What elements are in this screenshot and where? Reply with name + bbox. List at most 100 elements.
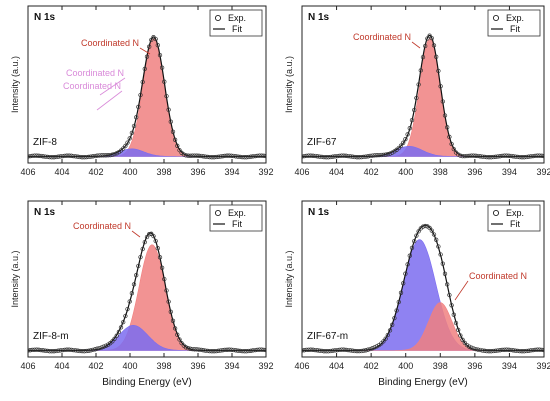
exp-point <box>308 347 313 352</box>
exp-point <box>352 154 357 160</box>
exp-point <box>438 84 443 89</box>
exp-point <box>526 154 531 159</box>
exp-point <box>500 347 505 353</box>
exp-point <box>363 348 368 353</box>
annotation-label: Coordinated N <box>63 81 121 91</box>
exp-point <box>372 345 377 350</box>
exp-point <box>539 153 544 158</box>
exp-point <box>469 345 474 350</box>
exp-point <box>62 153 67 159</box>
x-tick-label: 406 <box>20 167 35 177</box>
exp-point <box>447 134 452 140</box>
exp-point <box>51 155 57 160</box>
exp-point <box>51 349 57 354</box>
exp-point <box>302 348 305 353</box>
exp-point <box>445 282 450 287</box>
exp-point <box>86 154 91 160</box>
exp-point <box>162 276 167 282</box>
exp-point <box>250 348 256 353</box>
exp-point <box>370 346 375 351</box>
exp-point <box>159 265 165 270</box>
exp-point <box>88 154 93 159</box>
legend-entry-exp: Exp. <box>228 208 246 218</box>
exp-point <box>396 299 401 305</box>
exp-point <box>53 348 59 354</box>
exp-point <box>517 348 522 354</box>
exp-point <box>175 332 180 337</box>
exp-point <box>248 154 254 159</box>
exp-point <box>302 154 305 159</box>
exp-point <box>40 154 46 159</box>
exp-point <box>79 155 85 160</box>
exp-point <box>211 349 217 354</box>
exp-point <box>30 153 35 159</box>
exp-point <box>427 225 432 231</box>
exp-point <box>82 155 87 160</box>
exp-point <box>110 152 115 157</box>
exp-point <box>129 291 135 296</box>
exp-point <box>194 347 199 352</box>
exp-point <box>205 154 210 160</box>
x-tick-label: 398 <box>433 361 448 371</box>
exp-point <box>535 153 540 158</box>
exp-point <box>36 347 41 352</box>
exp-point <box>138 254 143 260</box>
exp-point <box>385 152 390 157</box>
exp-point <box>403 271 408 276</box>
exp-point <box>32 347 37 352</box>
exp-point <box>129 130 135 136</box>
exp-point <box>28 154 31 159</box>
exp-point <box>95 346 100 351</box>
exp-point <box>440 99 445 104</box>
exp-point <box>114 151 119 156</box>
annotation-label: Coordinated N <box>469 271 527 281</box>
exp-point <box>257 347 262 352</box>
exp-point <box>381 152 386 158</box>
y-axis-label: Intensity (a.u.) <box>284 56 294 113</box>
exp-point <box>302 348 307 353</box>
exp-point <box>205 348 210 354</box>
exp-point <box>127 299 132 304</box>
exp-point <box>155 246 160 251</box>
exp-point <box>541 153 544 159</box>
exp-point <box>522 155 527 160</box>
x-tick-label: 406 <box>294 361 309 371</box>
exp-point <box>482 348 487 353</box>
exp-point <box>151 233 156 239</box>
exp-point <box>45 348 50 354</box>
exp-point <box>138 92 143 98</box>
exp-point <box>407 253 412 258</box>
exp-point <box>207 348 212 354</box>
exp-point <box>339 153 344 158</box>
exp-point <box>49 155 54 160</box>
exp-point <box>60 153 65 159</box>
exp-point <box>227 347 232 352</box>
exp-point <box>449 303 454 308</box>
x-tick-label: 396 <box>190 167 205 177</box>
exp-point <box>162 79 167 84</box>
exp-point <box>537 347 542 352</box>
exp-point <box>368 346 373 352</box>
x-tick-label: 406 <box>294 167 309 177</box>
exp-point <box>235 348 241 353</box>
exp-point <box>105 153 111 158</box>
exp-point <box>49 349 54 354</box>
exp-point <box>420 54 426 60</box>
exp-point <box>363 154 368 159</box>
exp-point <box>317 348 322 353</box>
exp-point <box>53 154 59 160</box>
exp-point <box>207 154 212 160</box>
exp-point <box>346 153 351 159</box>
exp-point <box>502 153 507 158</box>
exp-point <box>332 154 338 159</box>
exp-point <box>519 349 525 354</box>
exp-point <box>341 153 346 158</box>
exp-point <box>423 43 428 49</box>
exp-point <box>231 347 236 353</box>
annotation-arrow <box>139 47 151 55</box>
exp-point <box>155 43 160 48</box>
exp-point <box>198 153 204 159</box>
exp-point <box>471 346 476 351</box>
exp-point <box>306 347 311 352</box>
exp-point <box>149 37 154 43</box>
